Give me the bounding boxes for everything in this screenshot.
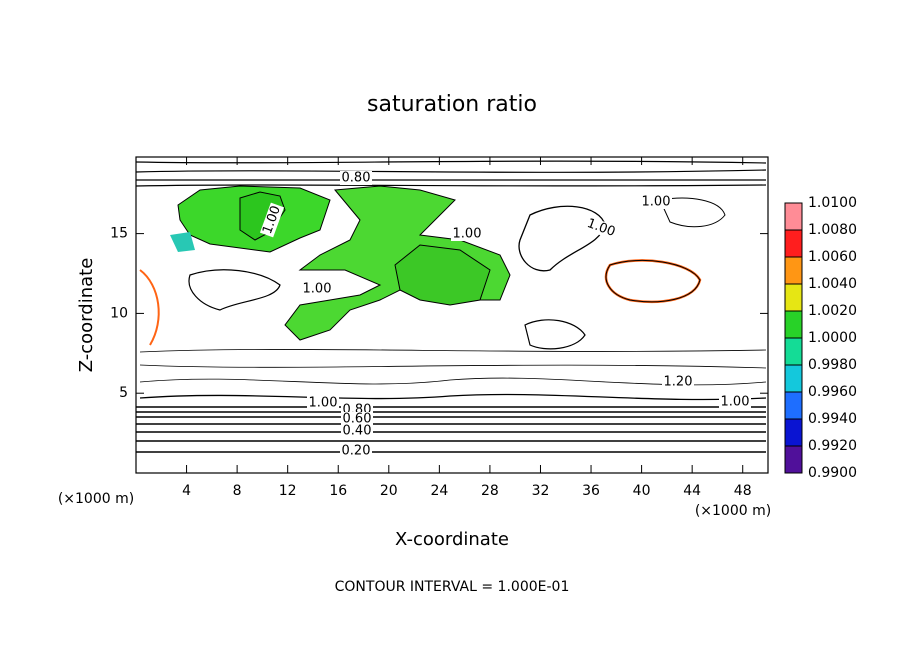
x-tick-label: 36 [582, 483, 600, 499]
contour-line [136, 406, 766, 453]
x-tick-label: 28 [481, 483, 499, 499]
contour-line [524, 319, 586, 350]
x-axis-label: X-coordinate [395, 529, 509, 550]
colorbar-swatch [785, 230, 802, 257]
contour-label-bg [340, 171, 372, 185]
colorbar-tick-label: 0.9920 [808, 438, 857, 454]
plot-frame [135, 156, 769, 474]
colorbar-tick-label: 1.0020 [808, 303, 857, 319]
colorbar-swatch [785, 419, 802, 446]
colorbar-tick-label: 1.0060 [808, 249, 857, 265]
x-tick-label: 16 [329, 483, 347, 499]
colorbar-swatch [785, 257, 802, 284]
contour-line [605, 259, 701, 303]
colorbar-swatch [785, 338, 802, 365]
x-tick-label: 20 [380, 483, 398, 499]
contour-line [139, 269, 160, 346]
colorbar-tick-label: 1.0080 [808, 222, 857, 238]
contour-line [139, 377, 767, 386]
supersaturated-region [394, 244, 491, 306]
contour-label: 1.00 [642, 195, 671, 210]
colorbar-swatch [785, 284, 802, 311]
contour-label-bg [340, 444, 372, 458]
x-unit-label: (×1000 m) [695, 503, 771, 519]
contour-line [135, 160, 767, 187]
contour-label-bg [451, 227, 483, 241]
y-tick-label: 10 [110, 305, 128, 321]
contour-label: 0.60 [343, 412, 372, 427]
colorbar-swatch [785, 392, 802, 419]
subsaturated-region [170, 232, 195, 252]
x-tick-label: 44 [683, 483, 701, 499]
colorbar-tick-label: 0.9960 [808, 384, 857, 400]
contour-label-bg [259, 202, 285, 238]
colorbar-tick-label: 0.9940 [808, 411, 857, 427]
contour-line [139, 349, 767, 353]
colorbar-tick-label: 0.9900 [808, 465, 857, 481]
x-tick-label: 32 [532, 483, 550, 499]
contour-label: 1.00 [721, 395, 750, 410]
contour-label: 1.00 [303, 282, 332, 297]
contour-label-bg [719, 395, 751, 409]
colorbar-tick-label: 0.9980 [808, 357, 857, 373]
contour-label-bg [662, 375, 694, 389]
colorbar-swatch [785, 446, 802, 473]
contour-line [518, 205, 606, 272]
x-tick-label: 48 [734, 483, 752, 499]
colorbar-tick-label: 1.0100 [808, 195, 857, 211]
contour-line [188, 269, 281, 311]
x-tick-label: 4 [182, 483, 191, 499]
field-shapes [135, 160, 767, 453]
contour-label-bg [341, 412, 373, 426]
contour-label: 1.00 [453, 227, 482, 242]
contour-label-bg [301, 282, 333, 296]
contour-label-bg [307, 396, 339, 410]
contour-label: 0.20 [342, 444, 371, 459]
contour-label: 0.40 [343, 424, 372, 439]
colorbar-tick-label: 1.0040 [808, 276, 857, 292]
x-unit-label: (×1000 m) [58, 491, 134, 507]
chart-title: saturation ratio [367, 92, 537, 117]
y-axis-label: Z-coordinate [76, 258, 97, 373]
y-tick-label: 5 [119, 385, 128, 401]
x-tick-label: 8 [233, 483, 242, 499]
contour-label-bg [583, 215, 619, 241]
x-tick-label: 40 [633, 483, 651, 499]
contour-label: 1.20 [664, 375, 693, 390]
contour-label: 0.80 [342, 171, 371, 186]
x-tick-label: 24 [430, 483, 448, 499]
colorbar-swatch [785, 203, 802, 230]
contour-label-bg [341, 424, 373, 438]
contour-line [139, 393, 767, 401]
y-tick-label: 15 [110, 226, 128, 242]
colorbar-swatch [785, 311, 802, 338]
contour-interval-note: CONTOUR INTERVAL = 1.000E-01 [335, 579, 570, 595]
colorbar-swatch [785, 365, 802, 392]
x-tick-label: 12 [279, 483, 297, 499]
contour-label: 1.00 [309, 396, 338, 411]
colorbar-tick-label: 1.0000 [808, 330, 857, 346]
contour-label: 1.00 [585, 216, 617, 240]
contour-line [139, 364, 767, 369]
contour-line [659, 197, 726, 228]
contour-label-bg [640, 195, 672, 209]
